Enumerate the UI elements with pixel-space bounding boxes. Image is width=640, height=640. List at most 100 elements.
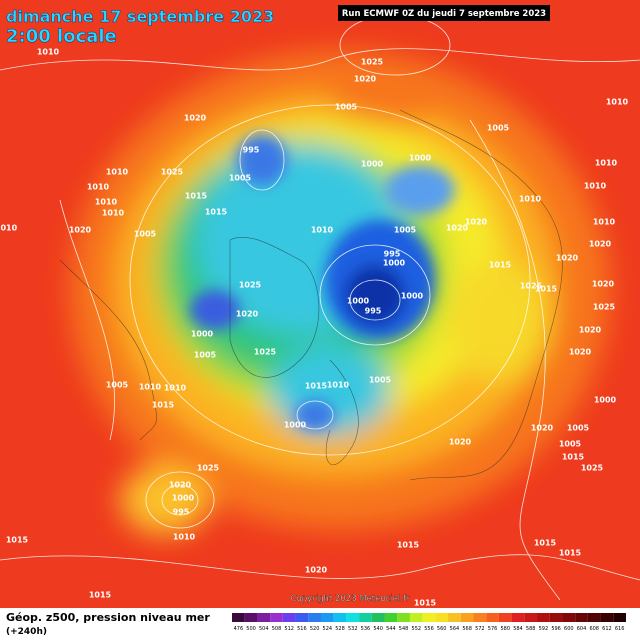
isobar-label: 1015 xyxy=(89,591,112,600)
isobar-label: 1010 xyxy=(106,168,129,177)
isobar-label: 1010 xyxy=(37,48,60,57)
scale-label: 548 xyxy=(399,626,409,632)
isobar-label: 1000 xyxy=(361,160,384,169)
isobar-label: 1010 xyxy=(173,533,196,542)
isobar-label: 1015 xyxy=(397,541,420,550)
scale-label: 528 xyxy=(335,626,345,632)
scale-swatch xyxy=(600,613,614,622)
isobar-label: 1010 xyxy=(139,383,162,392)
scale-swatch xyxy=(486,613,499,622)
isobar-label: 1020 xyxy=(531,424,554,433)
scale-label: 616 xyxy=(615,626,625,632)
scale-label: 508 xyxy=(272,626,282,632)
isobar-label: 1015 xyxy=(535,285,558,294)
isobar-label: 1025 xyxy=(161,168,184,177)
isobar-label: 1020 xyxy=(184,114,207,123)
isobar-label: 1020 xyxy=(169,481,192,490)
isobar-label: 1020 xyxy=(449,438,472,447)
isobar-label: 1000 xyxy=(191,330,214,339)
footer-lead: (+240h) xyxy=(6,627,47,637)
scale-swatch xyxy=(448,613,461,622)
isobar-label: 1005 xyxy=(194,351,217,360)
scale-swatch xyxy=(562,613,576,622)
scale-label: 572 xyxy=(475,626,485,632)
scale-label: 564 xyxy=(450,626,460,632)
scale-swatch xyxy=(244,613,258,622)
scale-label: 536 xyxy=(361,626,371,632)
isobar-label: 1005 xyxy=(134,230,157,239)
scale-label: 584 xyxy=(513,626,523,632)
isobar-label: 1025 xyxy=(520,282,543,291)
color-scale: 476 500 504 508 512 516 520 524 528 532 536 540 544 5… xyxy=(232,613,626,632)
isobar-label: 1005 xyxy=(559,440,582,449)
isobar-label: 1010 xyxy=(0,224,18,233)
scale-swatch xyxy=(435,613,449,622)
scale-label: 580 xyxy=(500,626,510,632)
isobar-label: 1005 xyxy=(106,381,129,390)
isobar-label: 1010 xyxy=(327,381,350,390)
isobar-label: 1010 xyxy=(593,218,616,227)
isobar-label: 1015 xyxy=(152,401,175,410)
scale-label: 476 xyxy=(234,626,244,632)
scale-swatch xyxy=(282,613,296,622)
scale-label: 592 xyxy=(539,626,549,632)
isobar-label: 1020 xyxy=(589,240,612,249)
isobar-label: 1010 xyxy=(164,384,187,393)
isobar-label: 1025 xyxy=(581,464,604,473)
isobar-label: 1005 xyxy=(487,124,510,133)
scale-swatch xyxy=(409,613,423,622)
scale-label: 524 xyxy=(323,626,333,632)
isobar-label: 1000 xyxy=(172,494,195,503)
isobar-label: 1015 xyxy=(205,208,228,217)
scale-swatch xyxy=(333,613,347,622)
isobar-label: 1005 xyxy=(369,376,392,385)
scale-label: 588 xyxy=(526,626,536,632)
isobar-label: 1020 xyxy=(579,326,602,335)
scale-label: 500 xyxy=(246,626,256,632)
run-box xyxy=(338,5,550,21)
scale-label: 556 xyxy=(424,626,434,632)
isobar-label: 1010 xyxy=(102,209,125,218)
scale-label: 532 xyxy=(348,626,358,632)
isobar-label: 995 xyxy=(173,508,190,517)
scale-label: 604 xyxy=(577,626,587,632)
isobar-label: 1000 xyxy=(347,297,370,306)
isobar-label: 1010 xyxy=(595,159,618,168)
scale-swatch xyxy=(359,613,372,622)
isobar-label: 1015 xyxy=(414,599,437,608)
isobar-label: 1000 xyxy=(284,421,307,430)
isobar-label: 1020 xyxy=(465,218,488,227)
isobar-label: 1020 xyxy=(592,280,615,289)
scale-swatch xyxy=(257,613,271,622)
scale-swatch xyxy=(422,613,436,622)
isobar-label: 1005 xyxy=(229,174,252,183)
scale-swatch xyxy=(346,613,360,622)
scale-swatch xyxy=(549,613,563,622)
header: dimanche 17 septembre 2023 2:00 locale R… xyxy=(6,5,550,47)
isobar-label: 1020 xyxy=(354,75,377,84)
time: 2:00 locale xyxy=(6,26,117,47)
isobar-label: 1020 xyxy=(305,566,328,575)
scale-swatch xyxy=(270,613,283,622)
isobar-label: 1020 xyxy=(556,254,579,263)
scale-swatch xyxy=(498,613,512,622)
isobar-label: 1010 xyxy=(606,98,629,107)
scale-label: 520 xyxy=(310,626,320,632)
footer: Géop. z500, pression niveau mer (+240h) xyxy=(0,608,640,640)
scale-label: 560 xyxy=(437,626,447,632)
scale-label: 512 xyxy=(284,626,294,632)
isobar-label: 1025 xyxy=(197,464,220,473)
scale-swatch xyxy=(473,613,487,622)
isobar-label: 1000 xyxy=(383,259,406,268)
isobar-label: 1025 xyxy=(593,303,616,312)
isobar-label: 1020 xyxy=(69,226,92,235)
scale-label: 504 xyxy=(259,626,269,632)
isobar-label: 1015 xyxy=(562,453,585,462)
footer-title: Géop. z500, pression niveau mer xyxy=(6,611,210,624)
isobar-label: 1015 xyxy=(534,539,557,548)
scale-swatch xyxy=(232,613,245,622)
isobar-label: 1020 xyxy=(569,348,592,357)
scale-swatch xyxy=(320,613,334,622)
isobar-label: 1010 xyxy=(95,198,118,207)
